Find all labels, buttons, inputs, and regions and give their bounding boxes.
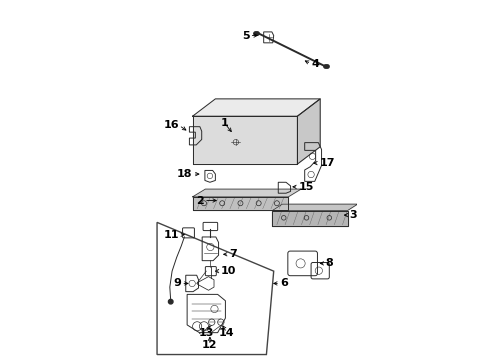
Text: 16: 16 [163,120,179,130]
Polygon shape [193,99,320,116]
Text: 3: 3 [350,210,357,220]
Text: 5: 5 [242,31,249,41]
Text: 2: 2 [196,195,204,206]
Polygon shape [193,197,288,210]
Polygon shape [272,204,358,211]
Text: 9: 9 [173,278,181,288]
Text: 15: 15 [298,182,314,192]
Text: 6: 6 [280,278,288,288]
Polygon shape [193,116,297,164]
Polygon shape [297,99,320,164]
Text: 14: 14 [219,328,235,338]
Text: 12: 12 [202,341,218,350]
Text: 7: 7 [229,249,237,259]
Polygon shape [193,189,301,197]
Text: 1: 1 [220,118,228,128]
Text: 4: 4 [311,59,319,69]
Text: 10: 10 [221,266,236,276]
Text: 11: 11 [164,230,179,240]
Text: 13: 13 [198,328,214,338]
Polygon shape [272,211,347,226]
Text: 18: 18 [177,169,193,179]
Text: 8: 8 [326,258,333,269]
Circle shape [169,300,173,304]
Text: 17: 17 [319,158,335,168]
